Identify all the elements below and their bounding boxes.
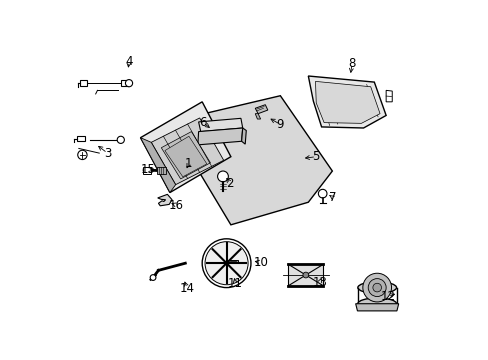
Polygon shape (386, 90, 391, 102)
Text: 9: 9 (276, 118, 284, 131)
Polygon shape (228, 260, 237, 263)
Text: 15: 15 (140, 163, 155, 176)
Text: 1: 1 (185, 157, 192, 170)
Polygon shape (199, 96, 332, 225)
Text: 8: 8 (347, 57, 355, 70)
Ellipse shape (357, 282, 396, 293)
Polygon shape (355, 304, 398, 311)
Text: 2: 2 (226, 177, 233, 190)
Polygon shape (255, 105, 267, 114)
Polygon shape (226, 263, 239, 270)
Polygon shape (241, 128, 246, 144)
Polygon shape (156, 167, 165, 174)
Polygon shape (161, 132, 210, 179)
Text: 14: 14 (179, 282, 194, 295)
Text: 4: 4 (125, 55, 133, 68)
Polygon shape (140, 102, 230, 193)
Text: 13: 13 (312, 276, 326, 289)
Polygon shape (287, 264, 323, 286)
Polygon shape (164, 136, 206, 177)
Circle shape (217, 171, 228, 182)
Polygon shape (140, 138, 175, 193)
Polygon shape (158, 194, 172, 206)
Polygon shape (143, 167, 150, 174)
Circle shape (202, 239, 250, 288)
Text: 3: 3 (103, 147, 111, 159)
Text: 6: 6 (199, 116, 206, 129)
Polygon shape (77, 136, 85, 141)
Circle shape (372, 283, 381, 292)
Circle shape (117, 136, 124, 143)
Circle shape (78, 150, 87, 159)
Circle shape (318, 189, 326, 198)
Text: 7: 7 (328, 191, 335, 204)
Polygon shape (80, 80, 87, 86)
Circle shape (367, 279, 386, 297)
Polygon shape (151, 118, 223, 185)
Text: 10: 10 (253, 256, 267, 269)
Polygon shape (121, 80, 128, 86)
Circle shape (204, 242, 247, 285)
Text: 16: 16 (168, 199, 183, 212)
Polygon shape (198, 128, 242, 145)
Circle shape (125, 80, 132, 87)
Polygon shape (308, 76, 386, 128)
Text: 5: 5 (312, 150, 319, 163)
Polygon shape (224, 274, 241, 278)
Text: 11: 11 (227, 278, 243, 291)
Circle shape (303, 272, 308, 278)
Ellipse shape (357, 298, 396, 310)
Circle shape (362, 273, 391, 302)
Polygon shape (255, 114, 260, 119)
Polygon shape (315, 81, 379, 123)
Polygon shape (198, 118, 242, 132)
Circle shape (150, 275, 156, 280)
Text: 12: 12 (380, 290, 395, 303)
